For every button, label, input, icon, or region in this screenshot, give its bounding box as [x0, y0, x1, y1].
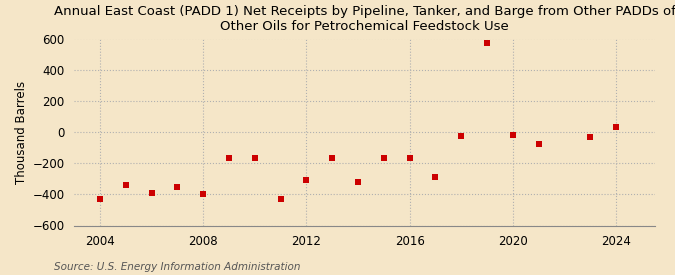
Point [223, 156, 234, 161]
Point [95, 197, 105, 201]
Point [585, 134, 595, 139]
Y-axis label: Thousand Barrels: Thousand Barrels [16, 80, 28, 184]
Point [533, 142, 544, 147]
Text: Source: U.S. Energy Information Administration: Source: U.S. Energy Information Administ… [54, 262, 300, 272]
Point [404, 156, 415, 161]
Point [379, 156, 389, 160]
Point [275, 197, 286, 201]
Point [120, 183, 131, 187]
Point [146, 191, 157, 195]
Point [327, 156, 338, 160]
Point [482, 41, 493, 45]
Point [508, 133, 518, 137]
Title: Annual East Coast (PADD 1) Net Receipts by Pipeline, Tanker, and Barge from Othe: Annual East Coast (PADD 1) Net Receipts … [53, 5, 675, 33]
Point [430, 175, 441, 179]
Point [456, 134, 466, 138]
Point [301, 178, 312, 183]
Point [611, 125, 622, 130]
Point [172, 185, 183, 189]
Point [352, 180, 363, 184]
Point [250, 156, 261, 160]
Point [198, 192, 209, 197]
